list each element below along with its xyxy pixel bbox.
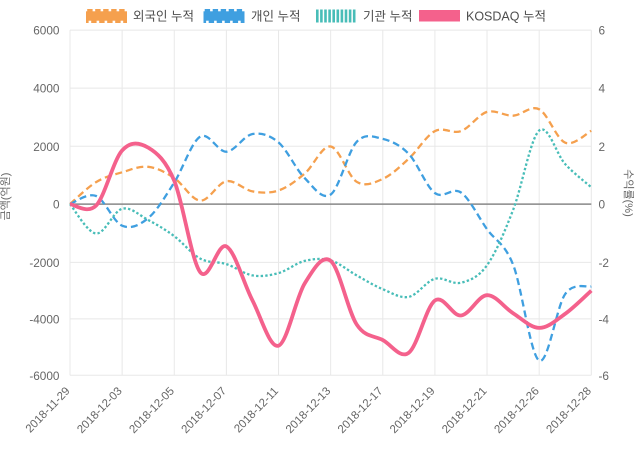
- svg-text:기관 누적: 기관 누적: [363, 9, 412, 23]
- svg-text:외국인 누적: 외국인 누적: [133, 9, 194, 23]
- svg-text:2000: 2000: [33, 140, 60, 154]
- svg-text:금액(억원): 금액(억원): [0, 173, 12, 221]
- svg-text:0: 0: [53, 198, 60, 212]
- svg-text:-4000: -4000: [29, 313, 60, 327]
- svg-text:4: 4: [599, 82, 606, 96]
- svg-text:0: 0: [599, 198, 606, 212]
- svg-text:-6000: -6000: [29, 369, 60, 383]
- svg-text:수익률(%): 수익률(%): [622, 169, 635, 216]
- svg-text:KOSDAQ 누적: KOSDAQ 누적: [466, 9, 546, 23]
- svg-text:개인 누적: 개인 누적: [251, 9, 300, 23]
- svg-text:-4: -4: [599, 313, 610, 327]
- svg-text:-2: -2: [599, 256, 610, 270]
- svg-text:2: 2: [599, 140, 606, 154]
- svg-text:6000: 6000: [33, 24, 60, 38]
- svg-text:-2000: -2000: [29, 256, 60, 270]
- svg-text:4000: 4000: [33, 82, 60, 96]
- svg-text:6: 6: [599, 24, 606, 38]
- svg-text:-6: -6: [599, 369, 610, 383]
